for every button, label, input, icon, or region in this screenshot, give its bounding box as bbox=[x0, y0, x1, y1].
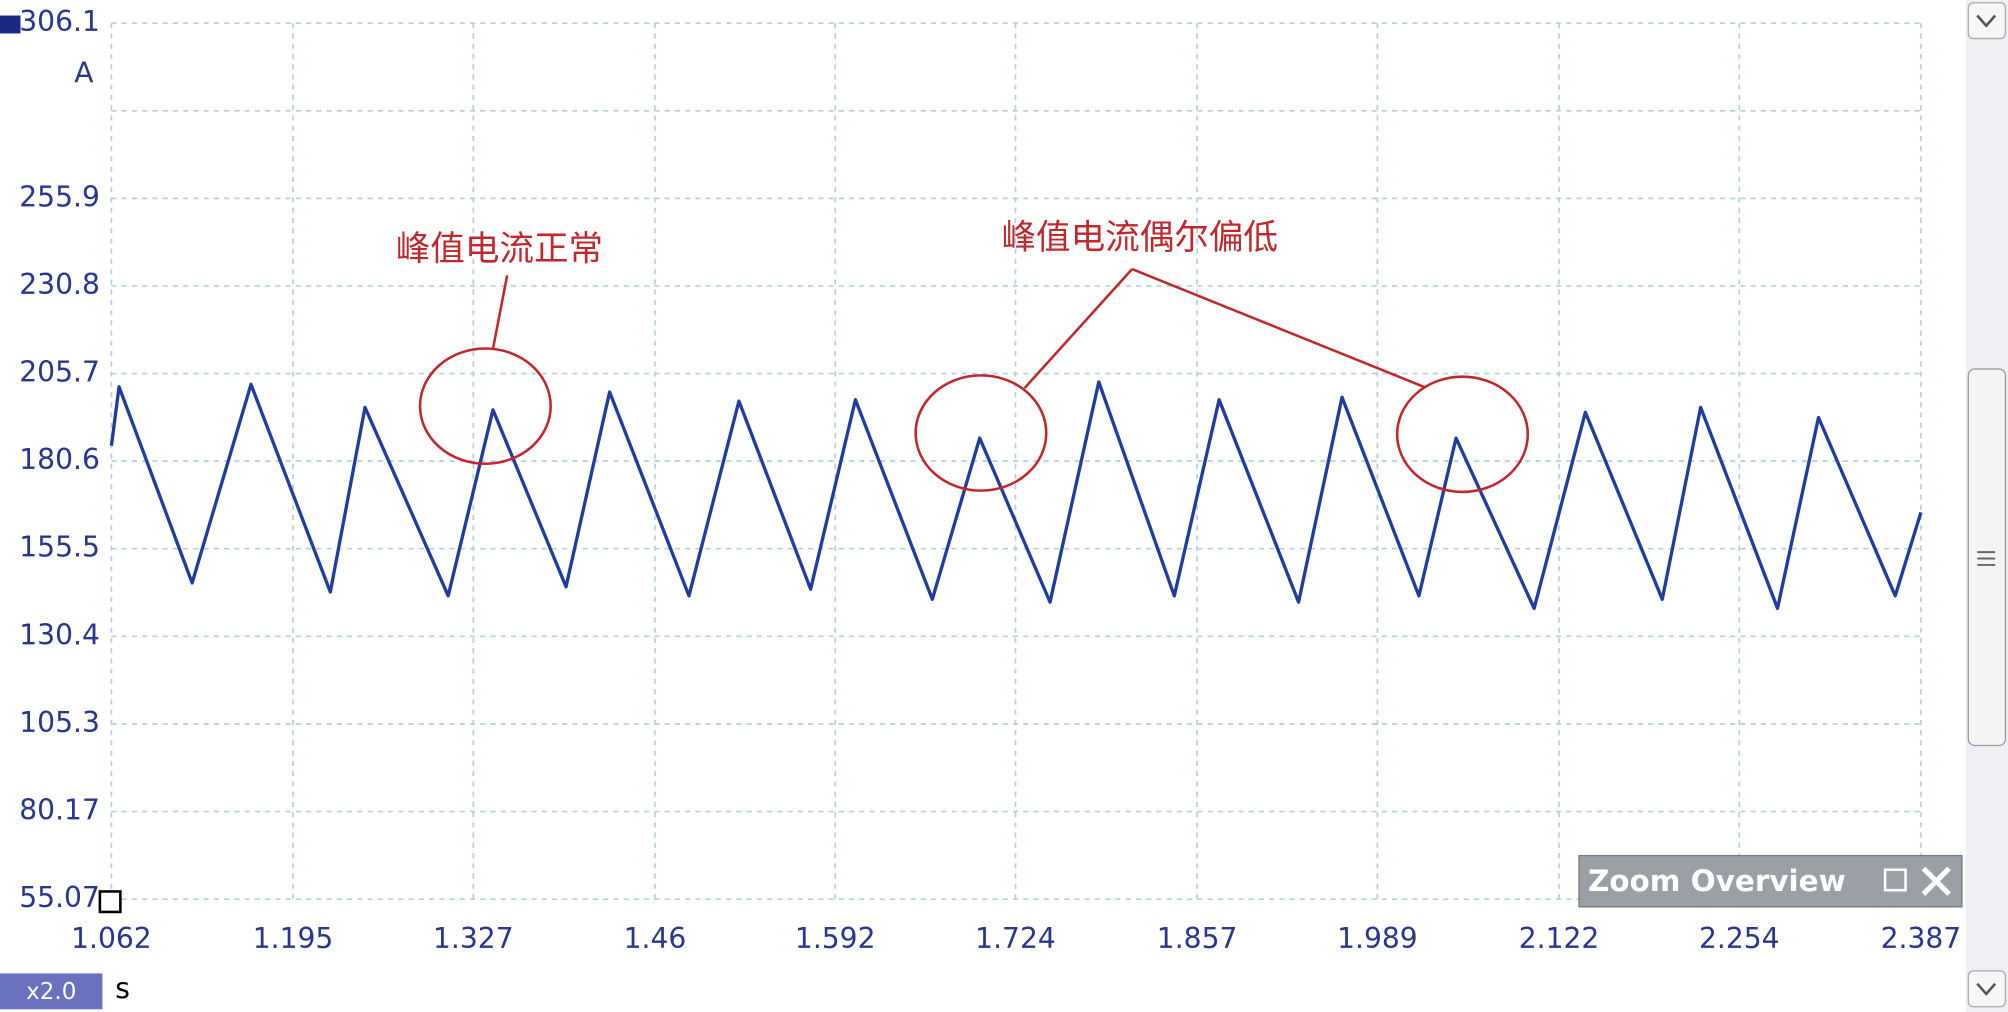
x-tick-label: 1.989 bbox=[1337, 922, 1418, 955]
x-tick-label: 1.327 bbox=[433, 922, 514, 955]
grid bbox=[110, 22, 1922, 900]
scroll-up[interactable] bbox=[1967, 2, 2007, 40]
grip-icon bbox=[1977, 551, 1996, 566]
callout-line bbox=[1131, 267, 1425, 389]
y-tick-label: 205.7 bbox=[19, 356, 100, 389]
callout-circle bbox=[1395, 375, 1530, 494]
annotation: 峰值电流正常 bbox=[396, 230, 603, 270]
y-tick-label: 306.1 bbox=[19, 5, 100, 38]
zoom-overview-title: Zoom Overview bbox=[1588, 864, 1846, 898]
x-tick-label: 1.592 bbox=[795, 922, 876, 955]
channel-marker bbox=[0, 15, 21, 34]
x-tick-label: 1.195 bbox=[253, 922, 334, 955]
x-tick-label: 1.46 bbox=[624, 922, 687, 955]
callout-line bbox=[1023, 268, 1134, 390]
callout-circle bbox=[914, 374, 1048, 492]
scroll-thumb[interactable] bbox=[1967, 368, 2007, 747]
origin-marker bbox=[98, 890, 122, 914]
zoom-overview-panel[interactable] bbox=[1578, 854, 1963, 908]
y-tick-label: 255.9 bbox=[19, 180, 100, 213]
y-tick-label: 80.17 bbox=[19, 794, 100, 827]
x-tick-label: 1.857 bbox=[1157, 922, 1238, 955]
x-tick-label: 2.254 bbox=[1699, 922, 1780, 955]
ticks: 55.07 80.17 105.3 130.4 155.5 180.6 205.7 230.8… bbox=[19, 5, 1961, 955]
arrow-icon bbox=[1976, 14, 1997, 28]
x-tick-label: 1.724 bbox=[975, 922, 1056, 955]
x-tick-label: 2.122 bbox=[1519, 922, 1600, 955]
y-tick-label: 130.4 bbox=[19, 618, 100, 651]
zoom-badge bbox=[0, 973, 103, 1010]
y-tick-label: 55.07 bbox=[19, 881, 100, 914]
callout-circle bbox=[418, 347, 552, 466]
y-tick-label: 155.5 bbox=[19, 531, 100, 564]
close-button[interactable] bbox=[1921, 866, 1951, 896]
restore-button[interactable] bbox=[1883, 868, 1907, 892]
annotation-shapes bbox=[418, 267, 1530, 494]
x-tick-label: 2.387 bbox=[1881, 922, 1962, 955]
arrow-icon bbox=[1976, 982, 1997, 996]
y-tick-label: 230.8 bbox=[19, 268, 100, 301]
callout-line bbox=[491, 275, 509, 349]
waveform bbox=[109, 380, 1923, 611]
annotation: 峰值电流偶尔偏低 bbox=[1001, 218, 1278, 258]
plot bbox=[109, 380, 1923, 611]
zoom-factor: x2.0 bbox=[26, 979, 76, 1005]
scroll-down[interactable] bbox=[1967, 970, 2007, 1008]
y-tick-label: 105.3 bbox=[19, 706, 100, 739]
y-unit: A bbox=[74, 56, 94, 89]
x-unit: s bbox=[115, 972, 130, 1005]
x-tick-label: 1.062 bbox=[71, 922, 152, 955]
y-tick-label: 180.6 bbox=[19, 443, 100, 476]
